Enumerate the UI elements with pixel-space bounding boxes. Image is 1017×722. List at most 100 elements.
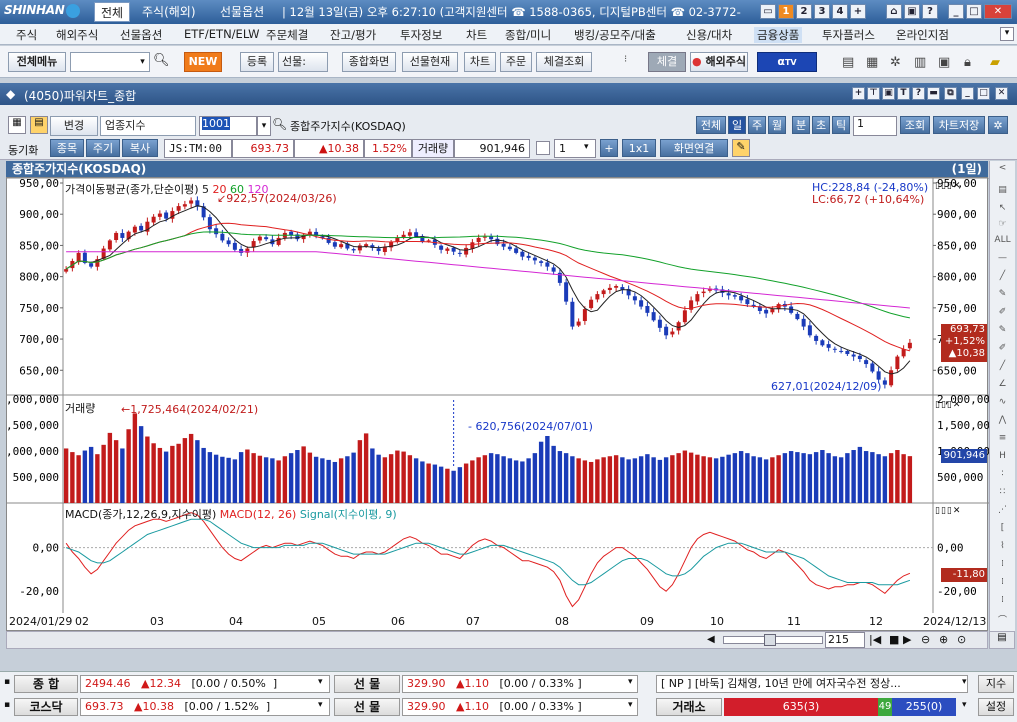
search-icon[interactable]: 🔍︎: [153, 53, 170, 68]
period-week[interactable]: 주: [748, 116, 766, 134]
maximize-icon[interactable]: □: [966, 4, 982, 19]
price-panel-controls[interactable]: ▯▯▯✕: [935, 181, 962, 191]
tool-bracket-icon[interactable]: [: [1000, 523, 1005, 533]
tool-channel-icon[interactable]: ≡: [998, 433, 1007, 443]
tool-arc-icon[interactable]: ⌒: [997, 616, 1007, 626]
help-icon[interactable]: ?: [922, 4, 938, 19]
menu-item-chart[interactable]: 차트: [466, 28, 488, 42]
tool-cursor-icon[interactable]: ▤: [998, 185, 1007, 195]
chart-button[interactable]: 차트: [464, 52, 496, 72]
first-page-icon[interactable]: |◀: [869, 633, 882, 646]
tool-zigzag-icon[interactable]: ⋀: [998, 415, 1007, 425]
change-select[interactable]: 변경: [50, 116, 98, 136]
sync-item-button[interactable]: 종목: [50, 139, 84, 157]
bookmark-icon[interactable]: ▤: [30, 116, 48, 134]
tool-line-icon[interactable]: ╱: [999, 271, 1006, 281]
question-icon[interactable]: ?: [912, 87, 925, 100]
tool-collapse-icon[interactable]: <: [998, 163, 1007, 173]
window-2-button[interactable]: 2: [796, 4, 812, 19]
tool-fib3-icon[interactable]: ⁞: [1001, 559, 1004, 569]
tool-fib2-icon[interactable]: ∷: [999, 487, 1006, 497]
checkbox[interactable]: [536, 141, 550, 155]
text-icon[interactable]: T: [897, 87, 910, 100]
save-chart-button[interactable]: 차트저장: [933, 116, 985, 134]
play-icon[interactable]: ▶: [903, 633, 912, 646]
tab-icon[interactable]: ▬: [927, 87, 940, 100]
chevron-down-icon[interactable]: ▾: [628, 677, 633, 687]
ratio-button[interactable]: 1x1: [622, 139, 656, 157]
period-all[interactable]: 전체: [696, 116, 726, 134]
plus-icon[interactable]: +: [850, 4, 866, 19]
close-icon[interactable]: ✕: [995, 87, 1008, 100]
conclude-button[interactable]: 체결: [648, 52, 686, 72]
alpha-tv-button[interactable]: αTV: [757, 52, 817, 72]
plus-button[interactable]: +: [600, 139, 618, 157]
menu-item-finance[interactable]: 금융상품: [754, 27, 803, 43]
zoom-input[interactable]: 215: [825, 632, 865, 648]
tab-futures-options[interactable]: 선물옵션: [220, 5, 265, 19]
chevron-down-icon[interactable]: ▾: [140, 57, 145, 67]
tool-trend-icon[interactable]: ╱: [999, 361, 1006, 371]
index-button[interactable]: 지수: [978, 675, 1014, 693]
search-icon[interactable]: 🔍︎: [272, 117, 288, 131]
menu-item-orders[interactable]: 주문체결: [266, 28, 309, 42]
menu-item-online[interactable]: 온라인지점: [896, 28, 949, 42]
window-icon[interactable]: ▣: [938, 55, 951, 70]
futures-now-button[interactable]: 선물현재: [402, 52, 458, 72]
chevron-down-icon[interactable]: ▾: [628, 700, 633, 710]
minimize-icon[interactable]: _: [961, 87, 974, 100]
stop-icon[interactable]: ■: [889, 633, 900, 646]
zoom-out-icon[interactable]: ⊖: [921, 633, 931, 646]
n-select[interactable]: 1: [554, 139, 596, 158]
menu-item-plus[interactable]: 투자플러스: [822, 28, 875, 42]
menu-item-futures[interactable]: 선물옵션: [120, 28, 163, 42]
link-icon[interactable]: ⧉: [944, 87, 957, 100]
period-month[interactable]: 월: [768, 116, 786, 134]
chart-area[interactable]: 950,00 950,00 900,00 900,00 850,00 850,00 800,…: [6, 177, 989, 615]
menu-item-credit[interactable]: 신용/대차: [686, 28, 733, 42]
menu-dropdown-icon[interactable]: ▾: [1000, 27, 1014, 41]
sync-copy-button[interactable]: 복사: [122, 139, 158, 157]
tool-pen-icon[interactable]: ✐: [998, 307, 1007, 317]
menu-search-input[interactable]: [70, 52, 150, 72]
new-button[interactable]: NEW: [184, 52, 222, 72]
scroll-left-icon[interactable]: ◀: [707, 634, 715, 645]
code-input[interactable]: 1001: [199, 116, 257, 136]
tool-all-icon[interactable]: ALL: [994, 235, 1011, 245]
period-minute[interactable]: 분: [792, 116, 810, 134]
macd-panel-controls[interactable]: ▯▯▯✕: [935, 506, 962, 516]
tool-pointer-icon[interactable]: ☞: [998, 219, 1007, 229]
home-icon[interactable]: ⌂: [886, 4, 902, 19]
window-1-button[interactable]: 1: [778, 4, 794, 19]
tool-brush-icon[interactable]: ✎: [998, 325, 1007, 335]
period-second[interactable]: 초: [812, 116, 830, 134]
tab-overseas-stock[interactable]: 주식(해외): [142, 5, 196, 19]
chevron-down-icon[interactable]: ▾: [318, 700, 323, 710]
chevron-down-icon[interactable]: ▾: [318, 677, 323, 687]
grid-icon[interactable]: ▦: [8, 116, 26, 134]
menu-item-overseas[interactable]: 해외주식: [56, 28, 99, 42]
sync-period-button[interactable]: 주기: [86, 139, 120, 157]
gear-icon[interactable]: ✲: [890, 55, 901, 70]
zoom-slider[interactable]: [723, 634, 823, 646]
screen-link-button[interactable]: 화면연결: [660, 139, 728, 157]
zoom-in-icon[interactable]: ⊕: [939, 633, 949, 646]
menu-item-invest-info[interactable]: 투자정보: [400, 28, 443, 42]
lock-icon[interactable]: ▣: [904, 4, 920, 19]
more-icon[interactable]: ⁝: [624, 54, 628, 65]
volume-panel-controls[interactable]: ▯▯▯✕: [935, 400, 962, 410]
chevron-down-icon[interactable]: ▾: [962, 700, 967, 710]
summary-button[interactable]: 종합화면: [342, 52, 396, 72]
lock-icon[interactable]: 🔒︎: [964, 55, 971, 70]
period-day[interactable]: 일: [728, 116, 746, 134]
tool-fib4-icon[interactable]: ⁞: [1001, 577, 1004, 587]
collapse-icon[interactable]: ▤: [989, 631, 1015, 649]
chart-scrollbar[interactable]: ◀ 215 |◀ ■ ▶ ⊖ ⊕ ⊙: [6, 631, 988, 649]
sector-select[interactable]: 업종지수: [100, 116, 196, 136]
chevron-down-icon[interactable]: ▾: [584, 142, 589, 152]
reset-icon[interactable]: ⊙: [957, 633, 967, 646]
tool-hline-icon[interactable]: —: [998, 253, 1007, 263]
tool-wave-icon[interactable]: ∿: [998, 397, 1007, 407]
add-icon[interactable]: +: [852, 87, 865, 100]
period-tick[interactable]: 틱: [832, 116, 850, 134]
